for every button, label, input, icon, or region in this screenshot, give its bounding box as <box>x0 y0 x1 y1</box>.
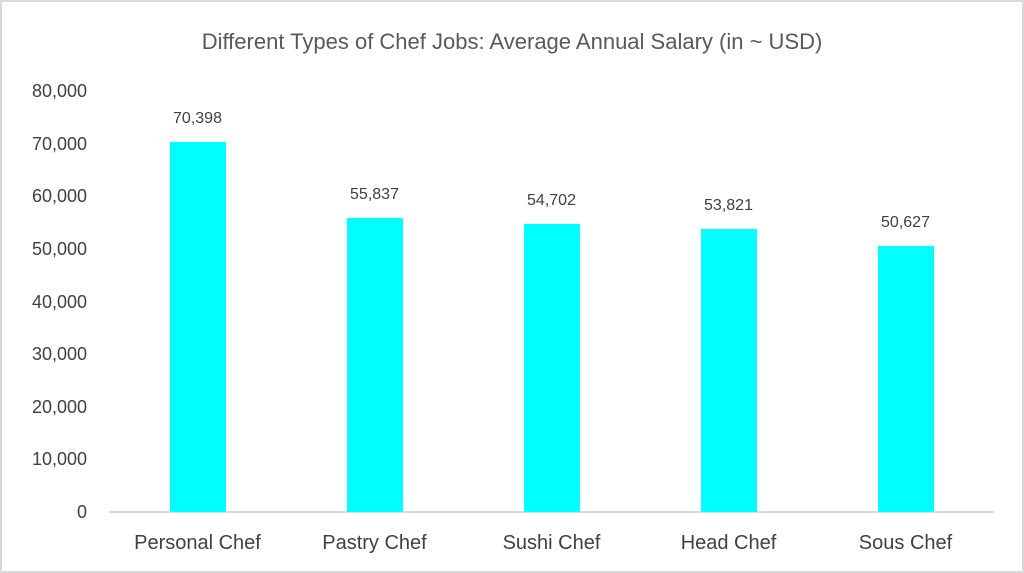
x-axis-label-personal-chef: Personal Chef <box>134 532 261 554</box>
y-axis-tick-label: 80,000 <box>31 81 87 101</box>
bar-head-chef <box>700 228 757 512</box>
y-axis-tick-label: 0 <box>76 502 87 522</box>
bar-pastry-chef <box>346 218 403 512</box>
bar-value-label-sushi-chef: 54,702 <box>527 192 576 210</box>
chart-title: Different Types of Chef Jobs: Average An… <box>201 29 823 54</box>
x-axis-label-head-chef: Head Chef <box>680 532 777 554</box>
y-axis-tick-label: 10,000 <box>31 449 87 470</box>
x-axis-line <box>109 511 994 513</box>
x-axis-label-sous-chef: Sous Chef <box>858 532 953 554</box>
y-axis-tick-label: 60,000 <box>31 186 87 207</box>
x-axis-label-pastry-chef: Pastry Chef <box>322 532 427 554</box>
bar-value-label-sous-chef: 50,627 <box>881 213 930 231</box>
bar-value-label-personal-chef: 70,398 <box>173 109 222 127</box>
bar-sushi-chef <box>523 224 580 512</box>
bar-value-label-pastry-chef: 55,837 <box>350 186 399 204</box>
y-axis-tick-label: 70,000 <box>31 133 87 154</box>
bar-value-label-head-chef: 53,821 <box>704 196 753 214</box>
bar-sous-chef <box>877 245 934 512</box>
y-axis-tick-label: 50,000 <box>31 238 87 259</box>
y-axis-tick-label: 40,000 <box>31 291 87 312</box>
bar-personal-chef <box>169 141 226 512</box>
y-axis-tick-label: 20,000 <box>31 396 87 417</box>
y-axis-tick-label: 30,000 <box>31 344 87 365</box>
x-axis-label-sushi-chef: Sushi Chef <box>502 532 601 554</box>
